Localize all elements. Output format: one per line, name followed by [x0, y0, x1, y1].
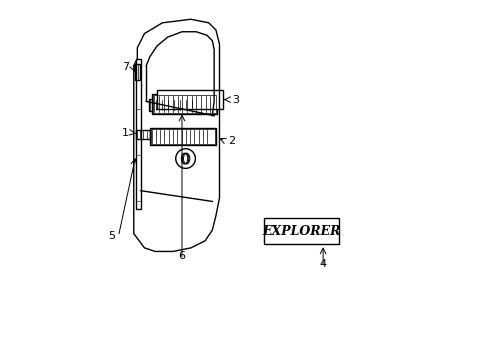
Bar [264, 217, 339, 244]
Bar [149, 128, 216, 145]
Text: 1: 1 [121, 128, 128, 138]
Bar [148, 99, 211, 111]
Bar [157, 90, 223, 109]
Bar [135, 64, 140, 80]
Text: 4: 4 [319, 259, 326, 269]
Bar [151, 129, 214, 144]
Text: 3: 3 [231, 95, 239, 105]
Text: 6: 6 [178, 251, 185, 261]
Text: EXPLORER: EXPLORER [262, 225, 340, 238]
Text: 7: 7 [122, 63, 129, 72]
Text: 5: 5 [108, 231, 115, 242]
Bar [135, 59, 141, 208]
Bar [153, 95, 215, 113]
Bar [135, 130, 149, 139]
Bar [152, 94, 216, 114]
Text: 2: 2 [228, 136, 235, 146]
